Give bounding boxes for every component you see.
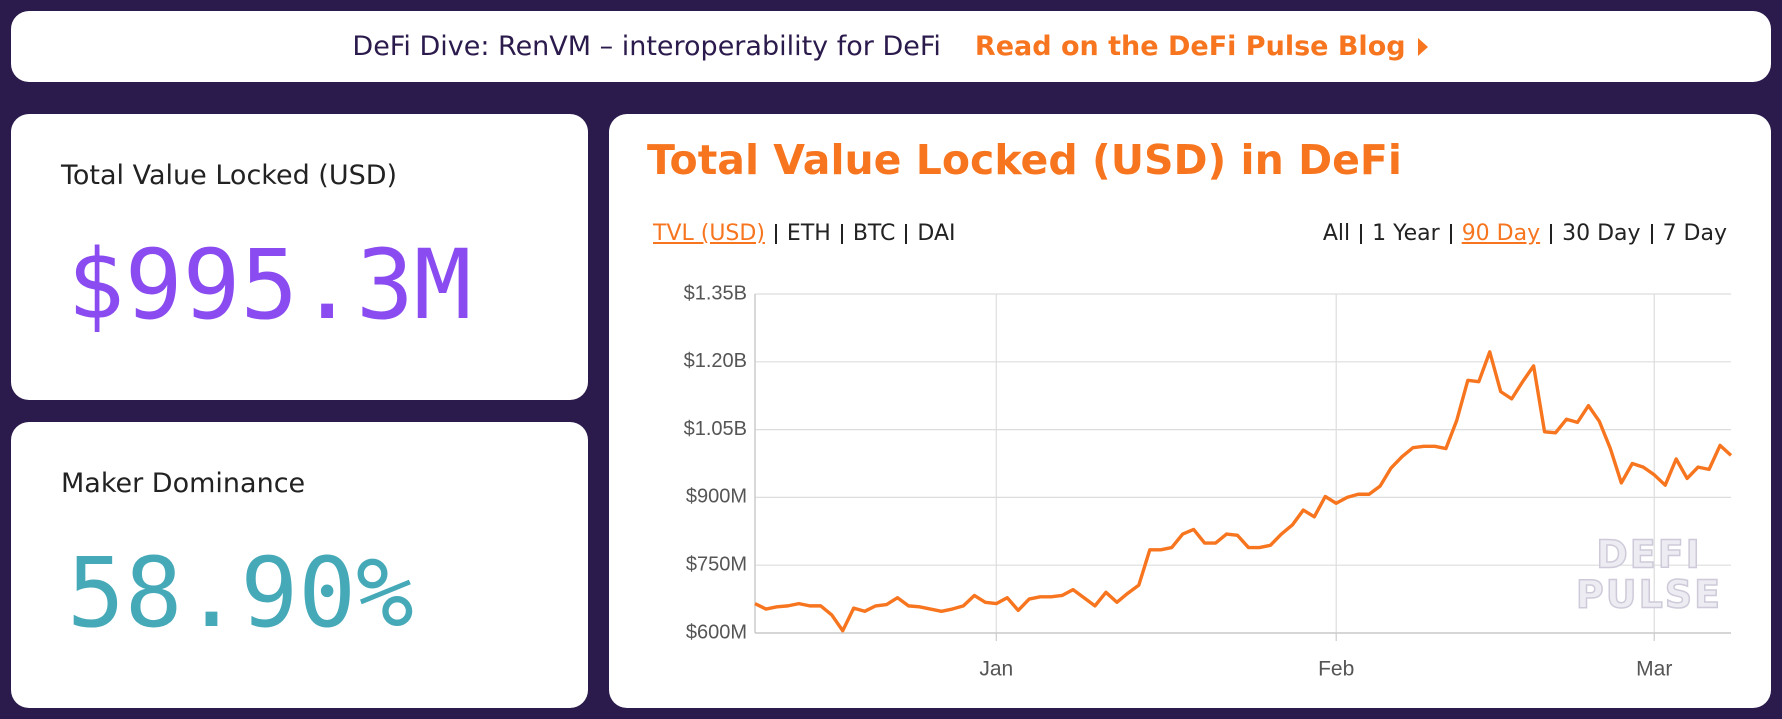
banner-text: DeFi Dive: RenVM – interoperability for … [352,31,941,62]
y-tick-label: $750M [686,553,747,575]
tab[interactable]: BTC [840,223,906,245]
x-tick-label: Jan [979,658,1013,681]
tab[interactable]: 90 Day [1449,223,1550,245]
x-tick-label: Feb [1318,658,1354,681]
y-tick-label: $900M [686,486,747,508]
tab[interactable]: 1 Year [1360,223,1450,245]
link-arrow [1417,37,1428,56]
card-value: $995.3M [67,229,472,341]
maker-card: Maker Dominance 58.90% [11,422,588,708]
banner: DeFi Dive: RenVM – interoperability for … [11,11,1771,82]
tab[interactable]: TVL (USD) [653,221,765,246]
tvl-card: Total Value Locked (USD) $995.3M [11,114,588,400]
range-tabs: All 1 Year 90 Day 30 Day 7 Day [1313,221,1737,246]
chart-card: Total Value Locked (USD) in DeFi $600M $7… [609,114,1771,708]
y-tick-label: $1.05B [684,418,747,440]
tab[interactable]: All [1322,221,1351,246]
y-tick-label: $1.35B [684,282,747,304]
y-tick-label: $600M [686,621,747,643]
chart-title: Total Value Locked (USD) in DeFi [647,136,1402,184]
tab[interactable]: 30 Day [1550,223,1650,245]
card-value: 58.90% [67,537,414,649]
tvl-line [754,350,1733,633]
tab[interactable]: DAI [905,223,965,245]
card-label: Maker Dominance [61,468,306,499]
tab[interactable]: 7 Day [1650,223,1737,245]
x-tick-label: Mar [1636,658,1672,681]
watermark: DEFI [1596,533,1702,577]
y-tick-label: $1.20B [684,350,747,372]
card-label: Total Value Locked (USD) [61,160,398,191]
watermark: PULSE [1576,573,1722,617]
blog-link[interactable]: Read on the DeFi Pulse Blog [974,31,1406,62]
currency-tabs: TVL (USD) ETH BTC DAI [643,221,966,246]
tab[interactable]: ETH [774,223,841,245]
chart: Total Value Locked (USD) in DeFi $600M $7… [647,136,1733,681]
